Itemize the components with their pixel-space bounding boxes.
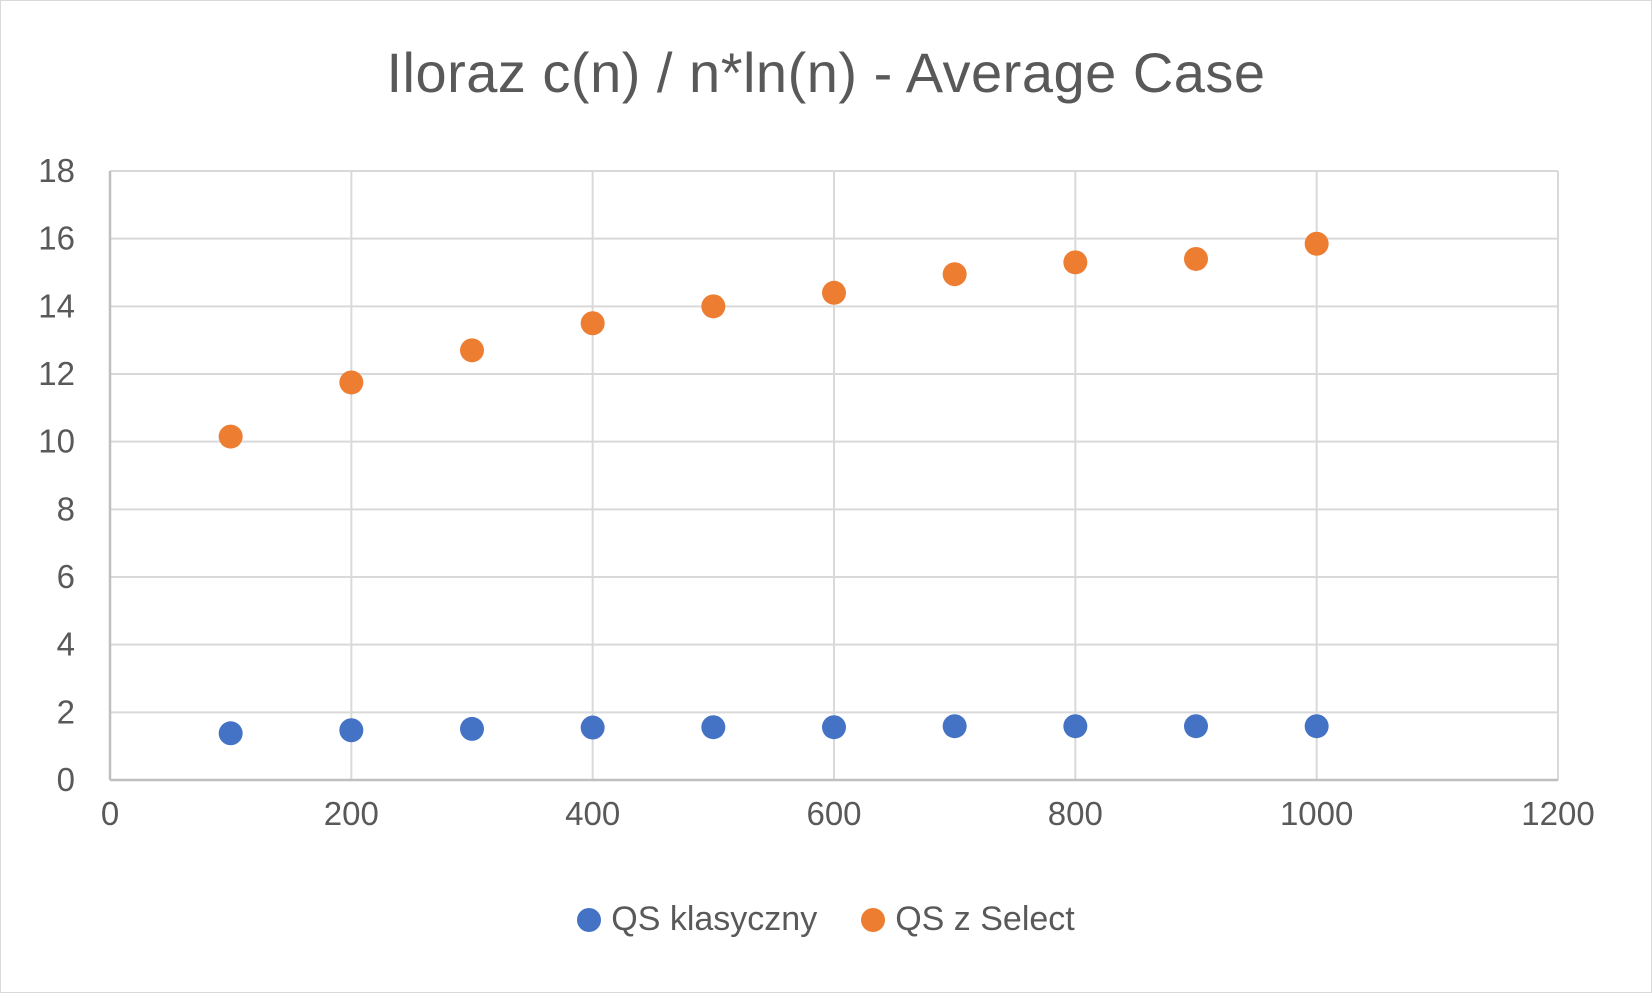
point-series-2-8[interactable] — [1063, 250, 1088, 275]
point-series-1-4[interactable] — [580, 715, 605, 740]
point-series-2-5[interactable] — [701, 294, 726, 319]
x-tick-label-5: 1000 — [1280, 795, 1353, 832]
legend-label-series-2: QS z Select — [895, 900, 1075, 938]
x-axis-ticks: 0 200 400 600 800 1000 1200 — [101, 795, 1595, 832]
legend: QS klasyczny QS z Select — [0, 900, 1652, 939]
x-tick-label-1: 200 — [324, 795, 379, 832]
y-tick-label-1: 2 — [57, 693, 75, 730]
y-tick-label-8: 16 — [38, 220, 75, 257]
point-series-1-5[interactable] — [701, 715, 726, 740]
point-series-1-9[interactable] — [1184, 714, 1208, 739]
legend-item-series-1[interactable]: QS klasyczny — [577, 900, 817, 939]
legend-item-series-2[interactable]: QS z Select — [861, 900, 1075, 939]
y-tick-label-3: 6 — [57, 558, 75, 595]
legend-marker-series-2 — [861, 907, 886, 932]
x-tick-label-4: 800 — [1048, 795, 1103, 832]
point-series-1-7[interactable] — [942, 714, 967, 739]
point-series-1-1[interactable] — [218, 721, 243, 746]
point-series-2-3[interactable] — [460, 338, 484, 363]
chart-title: Iloraz c(n) / n*ln(n) - Average Case — [386, 41, 1266, 104]
legend-marker-series-1 — [577, 907, 602, 932]
data-points — [218, 231, 1329, 746]
x-tick-label-6: 1200 — [1521, 795, 1594, 832]
x-tick-label-2: 400 — [565, 795, 620, 832]
y-tick-label-5: 10 — [38, 423, 75, 460]
y-axis-ticks: 0 2 4 6 8 10 12 14 16 18 — [38, 152, 75, 798]
point-series-2-6[interactable] — [822, 280, 846, 305]
point-series-1-3[interactable] — [460, 716, 484, 741]
axes — [108, 171, 1558, 782]
y-tick-label-9: 18 — [38, 152, 75, 189]
point-series-2-10[interactable] — [1304, 231, 1329, 256]
x-tick-label-3: 600 — [806, 795, 861, 832]
point-series-2-7[interactable] — [942, 262, 967, 287]
point-series-1-8[interactable] — [1063, 714, 1088, 739]
gridlines — [110, 170, 1559, 780]
point-series-2-9[interactable] — [1184, 246, 1208, 271]
point-series-1-10[interactable] — [1304, 714, 1329, 739]
y-tick-label-0: 0 — [57, 761, 75, 798]
y-tick-label-4: 8 — [57, 490, 75, 527]
legend-label-series-1: QS klasyczny — [611, 900, 818, 938]
point-series-1-6[interactable] — [822, 715, 846, 740]
point-series-2-4[interactable] — [580, 311, 605, 336]
point-series-2-1[interactable] — [218, 424, 243, 449]
x-tick-label-0: 0 — [101, 795, 119, 832]
point-series-2-2[interactable] — [339, 370, 364, 395]
y-tick-label-7: 14 — [38, 287, 75, 324]
point-series-1-2[interactable] — [339, 718, 364, 743]
y-tick-label-6: 12 — [38, 355, 75, 392]
y-tick-label-2: 4 — [57, 626, 75, 663]
